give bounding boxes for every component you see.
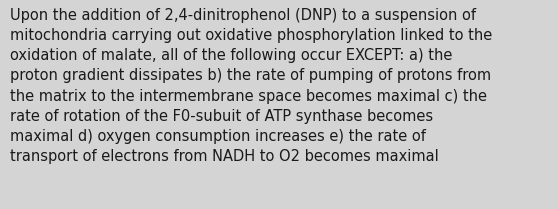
Text: Upon the addition of 2,4-dinitrophenol (DNP) to a suspension of
mitochondria car: Upon the addition of 2,4-dinitrophenol (…: [10, 8, 492, 164]
